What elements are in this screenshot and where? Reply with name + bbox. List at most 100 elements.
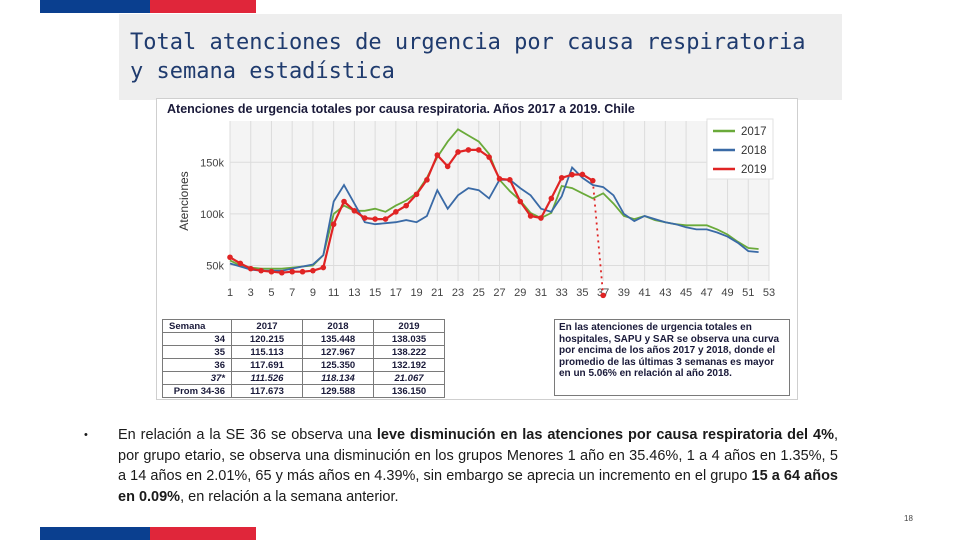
series-point-2019 <box>299 268 306 275</box>
series-point-2019 <box>341 198 347 205</box>
x-tick-label: 33 <box>556 287 568 299</box>
series-point-2019 <box>258 267 264 274</box>
table-cell: 127.967 <box>302 345 374 359</box>
table-row: 35 115.113 127.967 138.222 <box>162 345 445 359</box>
x-tick-label: 3 <box>248 287 254 299</box>
x-tick-label: 31 <box>535 287 547 299</box>
x-tick-label: 41 <box>638 287 650 299</box>
table-cell: 111.526 <box>231 371 303 385</box>
x-tick-label: 21 <box>431 287 443 299</box>
table-cell: 132.192 <box>373 358 445 372</box>
flag-blue-segment <box>40 527 150 540</box>
bullet-text: En relación a la SE 36 se observa una le… <box>92 425 838 507</box>
series-point-2019 <box>538 215 544 221</box>
series-point-2019 <box>237 260 244 267</box>
legend-label: 2017 <box>741 126 767 138</box>
y-tick-label: 50k <box>206 261 224 273</box>
series-point-2019 <box>289 268 295 275</box>
series-point-2019 <box>600 292 606 299</box>
title-box: Total atenciones de urgencia por causa r… <box>119 14 842 100</box>
table-cell: 120.215 <box>231 332 303 346</box>
x-tick-label: 13 <box>348 287 360 299</box>
series-point-2019 <box>279 269 285 276</box>
series-point-2019 <box>247 265 254 272</box>
table-cell: 35 <box>162 345 232 359</box>
series-point-2019 <box>558 174 565 181</box>
flag-stripe-bottom <box>40 527 256 540</box>
y-tick-label: 150k <box>200 157 224 169</box>
x-tick-label: 23 <box>452 287 464 299</box>
table-cell: 34 <box>162 332 232 346</box>
series-point-2019 <box>579 171 586 178</box>
x-tick-label: 25 <box>473 287 485 299</box>
table-row: 34 120.215 135.448 138.035 <box>162 332 445 346</box>
summary-table: Semana 2017 2018 2019 34 120.215 135.448… <box>162 319 445 398</box>
series-point-2019 <box>330 221 337 228</box>
x-tick-label: 11 <box>328 287 339 299</box>
table-cell: 138.035 <box>373 332 445 346</box>
bullet-text-part: En relación a la SE 36 se observa una <box>118 427 377 443</box>
series-point-2019 <box>413 191 420 198</box>
x-tick-label: 5 <box>268 287 274 299</box>
table-header-row: Semana 2017 2018 2019 <box>162 319 445 333</box>
x-tick-label: 43 <box>659 287 671 299</box>
chart-title: Atenciones de urgencia totales por causa… <box>167 102 635 116</box>
x-tick-label: 7 <box>289 287 295 299</box>
table-row: 36 117.691 125.350 132.192 <box>162 358 445 372</box>
table-cell: 37* <box>162 371 232 385</box>
table-cell: 129.588 <box>302 384 374 398</box>
series-point-2019 <box>517 198 524 205</box>
slide-title: Total atenciones de urgencia por causa r… <box>130 30 806 84</box>
table-cell: 21.067 <box>373 371 445 385</box>
x-tick-label: 17 <box>390 287 402 299</box>
chart-svg: Atenciones de urgencia totales por causa… <box>167 102 775 299</box>
series-point-2019 <box>486 154 492 160</box>
chart-figure: Atenciones de urgencia totales por causa… <box>156 98 798 400</box>
bullet-bold-part: leve disminución en las atenciones por c… <box>376 427 834 443</box>
x-tick-label: 9 <box>310 287 316 299</box>
table-cell: 117.673 <box>231 384 303 398</box>
series-point-2019 <box>507 177 513 183</box>
chart-note: En las atenciones de urgencia totales en… <box>554 319 790 396</box>
table-row: Prom 34-36 117.673 129.588 136.150 <box>162 384 445 398</box>
table-cell: 118.134 <box>302 371 374 385</box>
table-cell: 115.113 <box>231 345 303 359</box>
x-tick-label: 29 <box>514 287 526 299</box>
series-point-2019 <box>320 264 327 271</box>
x-tick-label: 39 <box>618 287 630 299</box>
page-number: 18 <box>904 514 913 523</box>
bullet-paragraph: • En relación a la SE 36 se observa una … <box>84 425 838 507</box>
table-cell: Prom 34-36 <box>162 384 232 398</box>
flag-stripe-top <box>40 0 256 13</box>
series-point-2019 <box>589 177 596 184</box>
series-point-2019 <box>361 215 368 221</box>
y-tick-label: 100k <box>200 209 224 221</box>
series-point-2019 <box>569 171 575 178</box>
table-row: 37* 111.526 118.134 21.067 <box>162 371 445 385</box>
x-tick-label: 35 <box>576 287 588 299</box>
series-point-2019 <box>351 208 358 214</box>
table-cell: 135.448 <box>302 332 374 346</box>
x-tick-label: 15 <box>369 287 381 299</box>
series-point-2019 <box>382 216 389 222</box>
x-tick-label: 53 <box>763 287 775 299</box>
x-tick-label: 1 <box>227 287 233 299</box>
series-point-2019 <box>393 209 399 215</box>
table-cell: 36 <box>162 358 232 372</box>
bullet-text-part: , en relación a la semana anterior. <box>180 488 399 505</box>
x-tick-label: 51 <box>742 287 754 299</box>
series-point-2019 <box>548 195 555 202</box>
x-tick-label: 49 <box>721 287 733 299</box>
flag-red-segment <box>150 0 256 13</box>
x-tick-label: 27 <box>493 287 505 299</box>
series-point-2019 <box>372 216 378 222</box>
table-cell: 117.691 <box>231 358 303 372</box>
flag-red-segment <box>150 527 256 540</box>
series-point-2019 <box>465 147 472 153</box>
table-cell: 138.222 <box>373 345 445 359</box>
series-point-2019 <box>444 163 451 170</box>
bullet-marker: • <box>84 429 88 441</box>
series-point-2019 <box>268 268 275 275</box>
series-line-2018 <box>229 165 759 272</box>
flag-blue-segment <box>40 0 150 13</box>
